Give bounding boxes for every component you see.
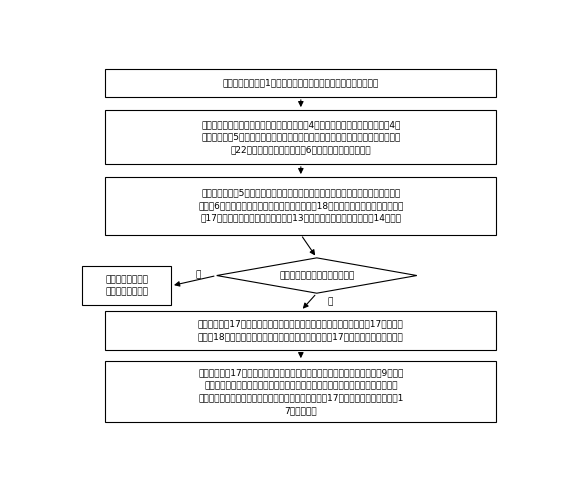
Bar [105, 311, 497, 350]
Text: 投喂装置根据所述投喂预设量计算定料机构（4）的腔体大小，控制定料机构（4）
中驱动电机（5）转动带动第一传动机构，通过所述第一传动机构带动第一可转动杆
（22）: 投喂装置根据所述投喂预设量计算定料机构（4）的腔体大小，控制定料机构（4） 中驱… [201, 120, 400, 154]
Text: 回收喂料桶（17），判断饲料是否完全吃完，如果吃完，则控制可控滚珠（9）带动
第二挡板打开预设的开度，使一定量的饲料又第二挡板到达养猪栏的食槽；如果没
有吃完，: 回收喂料桶（17），判断饲料是否完全吃完，如果吃完，则控制可控滚珠（9）带动 第… [198, 369, 403, 415]
Bar [105, 69, 497, 97]
Text: 是: 是 [328, 298, 333, 307]
Bar [105, 177, 497, 235]
Text: 控制驱动电机（5）转动带动第二传动机构，通过所述第二传动机构带动最上端的定
料腔（6）转动到最下端，并打开所述第一挡板（18），将定料的饲料输送到喂料桶
（17: 控制驱动电机（5）转动带动第二传动机构，通过所述第二传动机构带动最上端的定 料腔… [198, 189, 403, 223]
Bar [105, 110, 497, 164]
Text: 检测喂料装置是否到达指定位置: 检测喂料装置是否到达指定位置 [279, 271, 355, 280]
Text: 将饲料灌满仓体（1），启动所述投喂装置，设定饲料投喂预设量: 将饲料灌满仓体（1），启动所述投喂装置，设定饲料投喂预设量 [222, 79, 379, 87]
Text: 则将喂料桶（17）传送到养猪栏中的指定位置，并再传送一个喂料桶（17）到第一
挡板（18）下方，依次控制喂料装置移动并将喂料桶（17）全部传送到各个养猪栏: 则将喂料桶（17）传送到养猪栏中的指定位置，并再传送一个喂料桶（17）到第一 挡… [198, 320, 404, 341]
Text: 否: 否 [196, 270, 201, 280]
Text: 则继续移动喂料装
置并检测位置信息: 则继续移动喂料装 置并检测位置信息 [105, 275, 149, 297]
Bar [105, 361, 497, 423]
Polygon shape [217, 258, 417, 293]
Bar [82, 266, 171, 305]
